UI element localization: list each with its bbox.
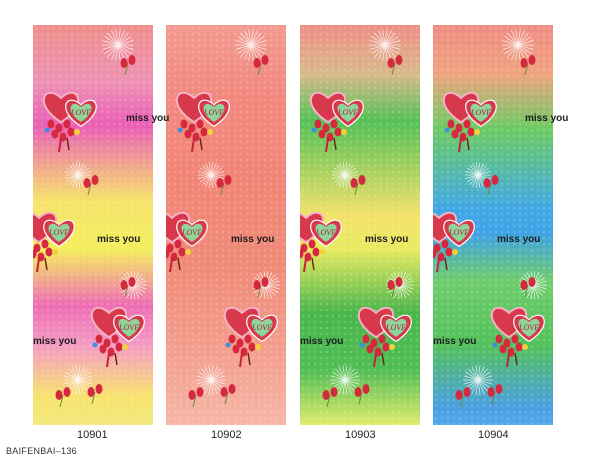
swatch-10903: LOVE LOVE LOVE [300,25,420,425]
product-code: 10903 [345,429,376,441]
love-motif: LOVE LOVE LOVE [33,29,147,408]
tulip-pair [55,387,71,408]
tulip-pair [387,55,403,76]
product-code: 10901 [77,429,108,441]
tulip-pair [520,55,536,76]
svg-text:LOVE: LOVE [203,108,224,117]
svg-text:LOVE: LOVE [181,228,202,237]
heart-bouquet: LOVE [490,306,545,368]
miss-you-text: miss you [126,113,170,124]
swatch-10901: LOVE LOVE LOVE [33,25,153,425]
heart-bouquet: LOVE [175,91,230,153]
heart-bouquet: LOVE [309,91,364,153]
heart-bouquet: LOVE [33,211,75,273]
dandelion [369,29,401,61]
heart-bouquet: LOVE [42,91,97,153]
miss-you-text: miss you [497,234,541,245]
swatch-10904: LOVE LOVE LOVE [433,25,553,425]
dandelion [196,365,226,395]
dandelion [330,365,360,395]
tulip-pair [220,384,236,405]
heart-bouquet: LOVE [433,211,475,273]
tulip-pair [188,387,204,408]
miss-you-text: miss you [33,336,77,347]
tulip-pair [520,277,536,298]
dandelion [502,29,534,61]
tulip-pair [120,55,136,76]
tulip-pair [455,387,471,408]
svg-text:LOVE: LOVE [448,228,469,237]
dandelion [463,365,493,395]
miss-you-text: miss you [433,336,477,347]
tulip-pair [322,387,338,408]
love-motif: LOVE LOVE LOVE [166,29,280,408]
heart-bouquet: LOVE [90,306,145,368]
love-motif: LOVE LOVE LOVE [433,29,547,408]
svg-text:LOVE: LOVE [385,323,406,332]
heart-bouquet: LOVE [442,91,497,153]
heart-bouquet: LOVE [357,306,412,368]
dandelion [235,29,267,61]
heart-bouquet: LOVE [300,211,342,273]
dandelion [102,29,134,61]
tulip-pair [483,175,499,196]
miss-you-text: miss you [365,234,409,245]
product-code: 10902 [211,429,242,441]
svg-text:LOVE: LOVE [518,323,539,332]
swatch-10902: LOVE LOVE LOVE [166,25,286,425]
miss-you-text: miss you [97,234,141,245]
svg-text:LOVE: LOVE [251,323,272,332]
tulip-pair [354,384,370,405]
tulip-pair [350,175,366,196]
tulip-pair [253,277,269,298]
tulip-pair [216,175,232,196]
svg-text:LOVE: LOVE [118,323,139,332]
svg-text:LOVE: LOVE [70,108,91,117]
heart-bouquet: LOVE [223,306,278,368]
miss-you-text: miss you [300,336,344,347]
svg-text:LOVE: LOVE [337,108,358,117]
svg-text:LOVE: LOVE [48,228,69,237]
tulip-pair [120,277,136,298]
miss-you-text: miss you [231,234,275,245]
tulip-pair [487,384,503,405]
heart-bouquet: LOVE [166,211,208,273]
love-motif: LOVE LOVE LOVE [300,29,414,408]
miss-you-text: miss you [525,113,569,124]
tulip-pair [253,55,269,76]
svg-text:LOVE: LOVE [470,108,491,117]
dandelion [63,365,93,395]
catalog-label: BAIFENBAI–136 [6,446,77,456]
dandelion [198,162,224,188]
tulip-pair [87,384,103,405]
product-code: 10904 [478,429,509,441]
tulip-pair [387,277,403,298]
svg-text:LOVE: LOVE [315,228,336,237]
tulip-pair [83,175,99,196]
